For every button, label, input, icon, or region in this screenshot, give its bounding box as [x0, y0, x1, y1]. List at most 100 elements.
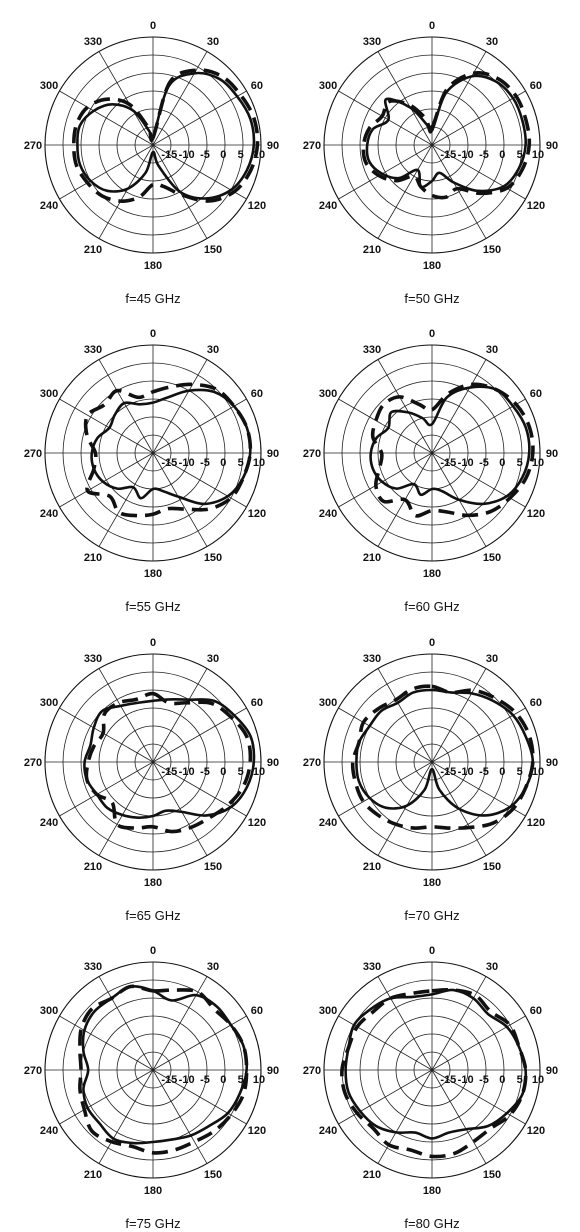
series-line-solid [365, 74, 528, 193]
angle-tick-label: 60 [251, 80, 263, 92]
angle-tick-label: 180 [144, 877, 162, 889]
chart-caption: f=55 GHz [125, 599, 180, 614]
chart-caption: f=65 GHz [125, 908, 180, 923]
radial-tick-label: 5 [517, 457, 523, 469]
angle-tick-label: 30 [486, 961, 498, 973]
spoke-line [152, 90, 247, 146]
angle-tick-label: 30 [486, 653, 498, 665]
spoke-line [431, 51, 487, 146]
spoke-line [98, 51, 154, 146]
spoke-line [152, 668, 208, 763]
spoke-line [377, 51, 433, 146]
radial-tick-label: 10 [532, 149, 544, 161]
angle-tick-label: 30 [207, 344, 219, 356]
angle-tick-label: 120 [248, 817, 266, 829]
chart-caption: f=75 GHz [125, 1216, 180, 1231]
series-line-solid [76, 71, 256, 200]
angle-tick-label: 60 [251, 1005, 263, 1017]
spoke-line [377, 144, 433, 239]
angle-tick-label: 240 [40, 817, 58, 829]
angle-tick-label: 150 [204, 861, 222, 873]
angle-tick-label: 90 [267, 448, 279, 460]
angle-tick-label: 210 [363, 244, 381, 256]
radial-tick-label: 5 [238, 1074, 244, 1086]
spoke-line [431, 144, 526, 200]
angle-tick-label: 180 [423, 260, 441, 272]
series-line-solid [83, 698, 256, 819]
radial-tick-label: -5 [200, 149, 210, 161]
chart-caption: f=60 GHz [404, 599, 459, 614]
angle-tick-label: 30 [486, 344, 498, 356]
radial-tick-label: 10 [532, 457, 544, 469]
radial-tick-label: 5 [238, 457, 244, 469]
angle-tick-label: 0 [429, 637, 435, 649]
radial-tick-label: 5 [517, 766, 523, 778]
spoke-line [59, 1015, 154, 1071]
angle-tick-label: 270 [24, 140, 42, 152]
spoke-line [431, 398, 526, 454]
angle-tick-label: 90 [546, 140, 558, 152]
spoke-line [338, 707, 433, 763]
radial-tick-label: 0 [499, 149, 505, 161]
angle-tick-label: 270 [303, 1065, 321, 1077]
angle-tick-label: 120 [248, 1125, 266, 1137]
series-line-solid [344, 988, 528, 1140]
spoke-line [152, 761, 208, 856]
angle-tick-label: 210 [363, 861, 381, 873]
angle-tick-label: 0 [429, 945, 435, 957]
radial-tick-label: -10 [458, 149, 474, 161]
spoke-line [431, 144, 487, 239]
angle-tick-label: 150 [204, 552, 222, 564]
angle-tick-label: 120 [248, 200, 266, 212]
series-line-dashed [78, 984, 249, 1155]
angle-tick-label: 90 [546, 448, 558, 460]
spoke-line [152, 1069, 208, 1164]
angle-tick-label: 60 [530, 80, 542, 92]
spoke-line [152, 1069, 247, 1125]
angle-tick-label: 150 [483, 861, 501, 873]
spoke-line [431, 359, 487, 454]
spoke-line [338, 90, 433, 146]
radial-tick-label: 5 [238, 149, 244, 161]
angle-tick-label: 90 [546, 1065, 558, 1077]
radial-tick-label: -5 [200, 457, 210, 469]
angle-tick-label: 90 [267, 140, 279, 152]
angle-tick-label: 0 [429, 20, 435, 32]
angle-tick-label: 120 [527, 508, 545, 520]
series-line-dashed [72, 68, 260, 203]
spoke-line [431, 707, 526, 763]
spoke-line [377, 668, 433, 763]
angle-tick-label: 120 [527, 200, 545, 212]
angle-tick-label: 180 [423, 1185, 441, 1197]
spoke-line [152, 1015, 247, 1071]
polar-chart-f-50-ghz: 0 30 60 90 120 150 180 210 240 270 300 330 -15 -10 -5 0… [303, 20, 558, 306]
angle-tick-label: 30 [207, 653, 219, 665]
angle-tick-label: 330 [84, 344, 102, 356]
angle-tick-label: 270 [303, 140, 321, 152]
polar-chart-f-45-ghz: 0 30 60 90 120 150 180 210 240 270 300 330 -15 -10 -5 0… [24, 20, 279, 306]
spoke-line [98, 976, 154, 1071]
spoke-line [431, 1069, 487, 1164]
radial-tick-label: -10 [458, 1074, 474, 1086]
radial-tick-label: -15 [161, 457, 177, 469]
spoke-line [431, 668, 487, 763]
angle-tick-label: 120 [527, 817, 545, 829]
spoke-line [431, 1015, 526, 1071]
angle-tick-label: 30 [486, 36, 498, 48]
angle-tick-label: 270 [24, 1065, 42, 1077]
angle-tick-label: 240 [40, 508, 58, 520]
angle-tick-label: 0 [429, 328, 435, 340]
spoke-line [338, 398, 433, 454]
polar-chart-f-70-ghz: 0 30 60 90 120 150 180 210 240 270 300 330 -15 -10 -5 0… [303, 637, 558, 923]
radial-tick-label: -15 [440, 149, 456, 161]
angle-tick-label: 300 [40, 697, 58, 709]
series-line-dashed [361, 71, 532, 200]
spoke-line [377, 761, 433, 856]
angle-tick-label: 180 [144, 568, 162, 580]
chart-caption: f=70 GHz [404, 908, 459, 923]
spoke-line [98, 761, 154, 856]
radial-tick-label: -5 [479, 1074, 489, 1086]
spoke-line [431, 976, 487, 1071]
angle-tick-label: 30 [207, 961, 219, 973]
angle-tick-label: 240 [319, 508, 337, 520]
